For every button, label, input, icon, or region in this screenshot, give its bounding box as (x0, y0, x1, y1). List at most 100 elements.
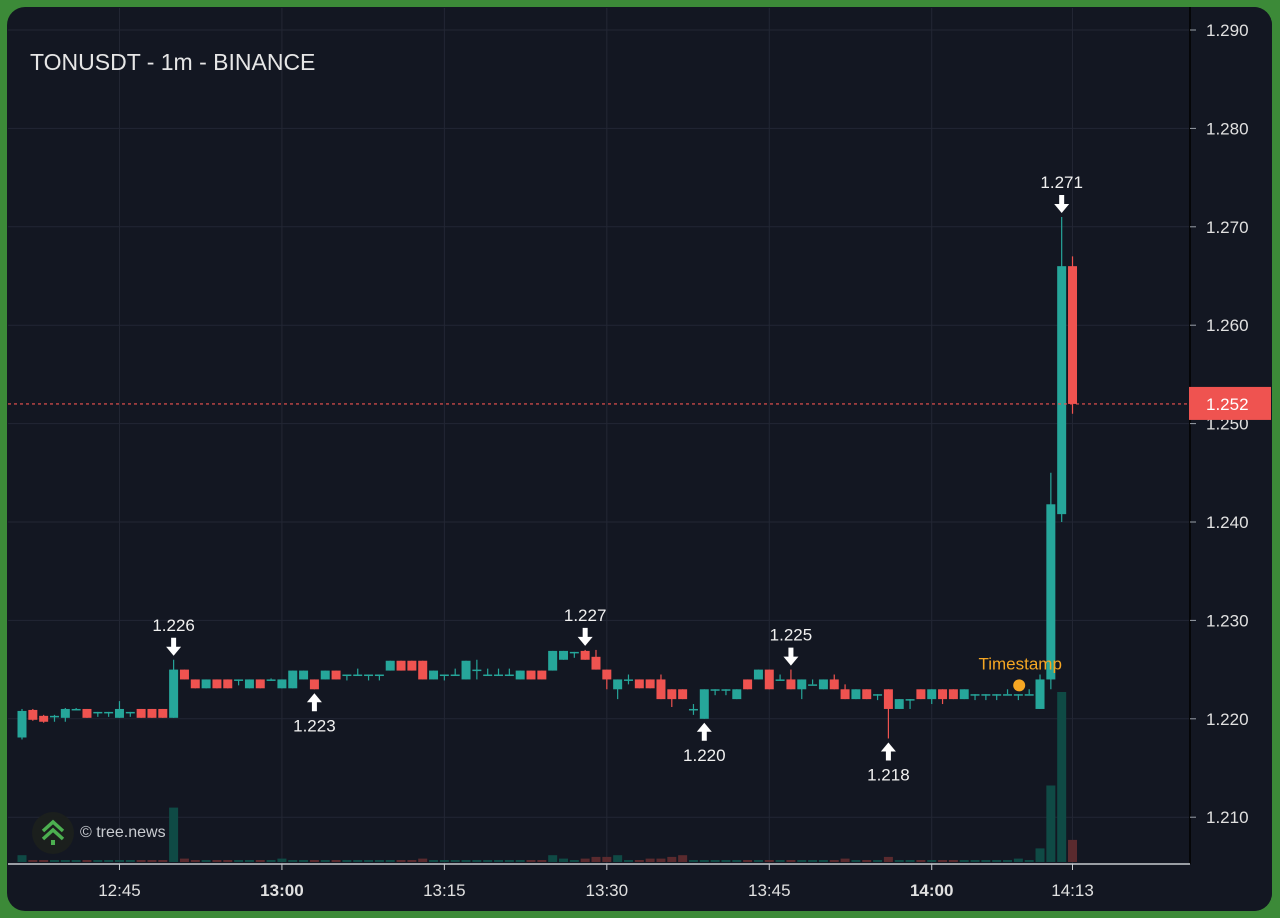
volume-bar (125, 860, 135, 862)
candle-down (840, 684, 850, 700)
volume-bar (764, 860, 774, 862)
volume-bar (288, 860, 298, 862)
candle-body (49, 715, 59, 718)
candle-body (93, 711, 103, 714)
annotation-label: 1.218 (867, 765, 910, 784)
arrow-up-icon (696, 722, 712, 741)
volume-bar (190, 860, 200, 862)
volume-bar (277, 858, 287, 862)
volume-bar (483, 860, 493, 862)
candle-up (60, 707, 70, 722)
candle-up (613, 679, 623, 700)
candle-down (786, 669, 796, 690)
candle-down (537, 670, 547, 680)
volume-bar (753, 860, 763, 862)
candle-up (1013, 694, 1023, 701)
candle-body (277, 679, 287, 689)
candle-body (223, 679, 233, 689)
candle-up (104, 711, 114, 717)
candle-down (39, 714, 49, 723)
volume-bar (255, 860, 265, 862)
candlestick-chart[interactable]: 1.226 1.223 1.227 1.220 1.225 1.218 1.271 Times… (7, 7, 1272, 911)
annotation-label: 1.271 (1040, 173, 1083, 192)
candle-body (873, 694, 883, 696)
volume-bar (797, 860, 807, 862)
candle-up (125, 711, 135, 717)
candle-down (948, 689, 958, 700)
candle-body (981, 694, 991, 696)
candle-up (894, 699, 904, 709)
candle-down (667, 689, 677, 707)
volume-bar (28, 860, 38, 862)
volume-bar (623, 860, 633, 862)
candle-body (418, 660, 428, 680)
candle-body (299, 670, 309, 680)
volume-bar (580, 858, 590, 862)
candle-up (710, 689, 720, 696)
candle-down (634, 679, 644, 689)
watermark: © tree.news (32, 812, 166, 854)
volume-bar (364, 860, 374, 862)
candle-up (114, 701, 124, 718)
candle-body (634, 679, 644, 689)
candle-body (71, 708, 81, 711)
candle-down (396, 660, 406, 671)
volume-bar (396, 860, 406, 862)
volume-bar (959, 860, 969, 862)
candle-body (158, 708, 168, 718)
candle-up (353, 668, 363, 677)
arrow-up-icon (306, 693, 322, 712)
candle-body (504, 674, 514, 677)
candle-up (277, 679, 287, 689)
candle-down (212, 679, 222, 689)
candle-body (364, 674, 374, 677)
volume-bar (938, 860, 948, 862)
candle-body (992, 694, 1002, 696)
price-tick-label: 1.240 (1206, 513, 1249, 532)
candle-body (732, 689, 742, 700)
candle-body (829, 679, 839, 690)
volume-bar (786, 860, 796, 862)
candle-up (71, 707, 81, 711)
price-axis (1190, 7, 1272, 911)
candle-body (309, 679, 319, 690)
volume-bar (775, 860, 785, 862)
candle-up (981, 694, 991, 701)
volume-bar (201, 860, 211, 862)
volume-bar (678, 855, 688, 862)
candle-down (147, 708, 157, 718)
price-annotation: 1.271 (1040, 173, 1083, 213)
candle-up (320, 670, 330, 680)
annotation-label: 1.227 (564, 606, 607, 625)
event-marker-label: Timestamp (978, 654, 1061, 673)
volume-bar (60, 860, 70, 862)
volume-bar (49, 860, 59, 862)
candle-body (125, 711, 135, 714)
candle-down (602, 669, 612, 690)
volume-bar (114, 860, 124, 862)
candle-body (244, 679, 254, 689)
volume-bar (981, 860, 991, 862)
volume-bar (883, 856, 893, 862)
volume-bar (212, 860, 222, 862)
candle-body (862, 689, 872, 700)
price-tick-label: 1.230 (1206, 611, 1249, 630)
volume-bar (656, 858, 666, 862)
candle-body (234, 679, 244, 681)
candle-up (721, 689, 731, 696)
candle-body (472, 669, 482, 672)
candle-down (862, 689, 872, 700)
volume-bar (331, 860, 341, 862)
candle-body (190, 679, 200, 689)
volume-bar (602, 856, 612, 862)
volume-bar (1035, 848, 1045, 862)
volume-bar (1024, 860, 1034, 862)
volume-bar (515, 860, 525, 862)
candle-up (559, 650, 568, 660)
candle-up (548, 650, 558, 671)
volume-bar (894, 860, 904, 862)
volume-bar (169, 807, 179, 862)
volume-bar (569, 860, 579, 862)
candle-down (136, 708, 146, 718)
candle-body (439, 674, 449, 677)
